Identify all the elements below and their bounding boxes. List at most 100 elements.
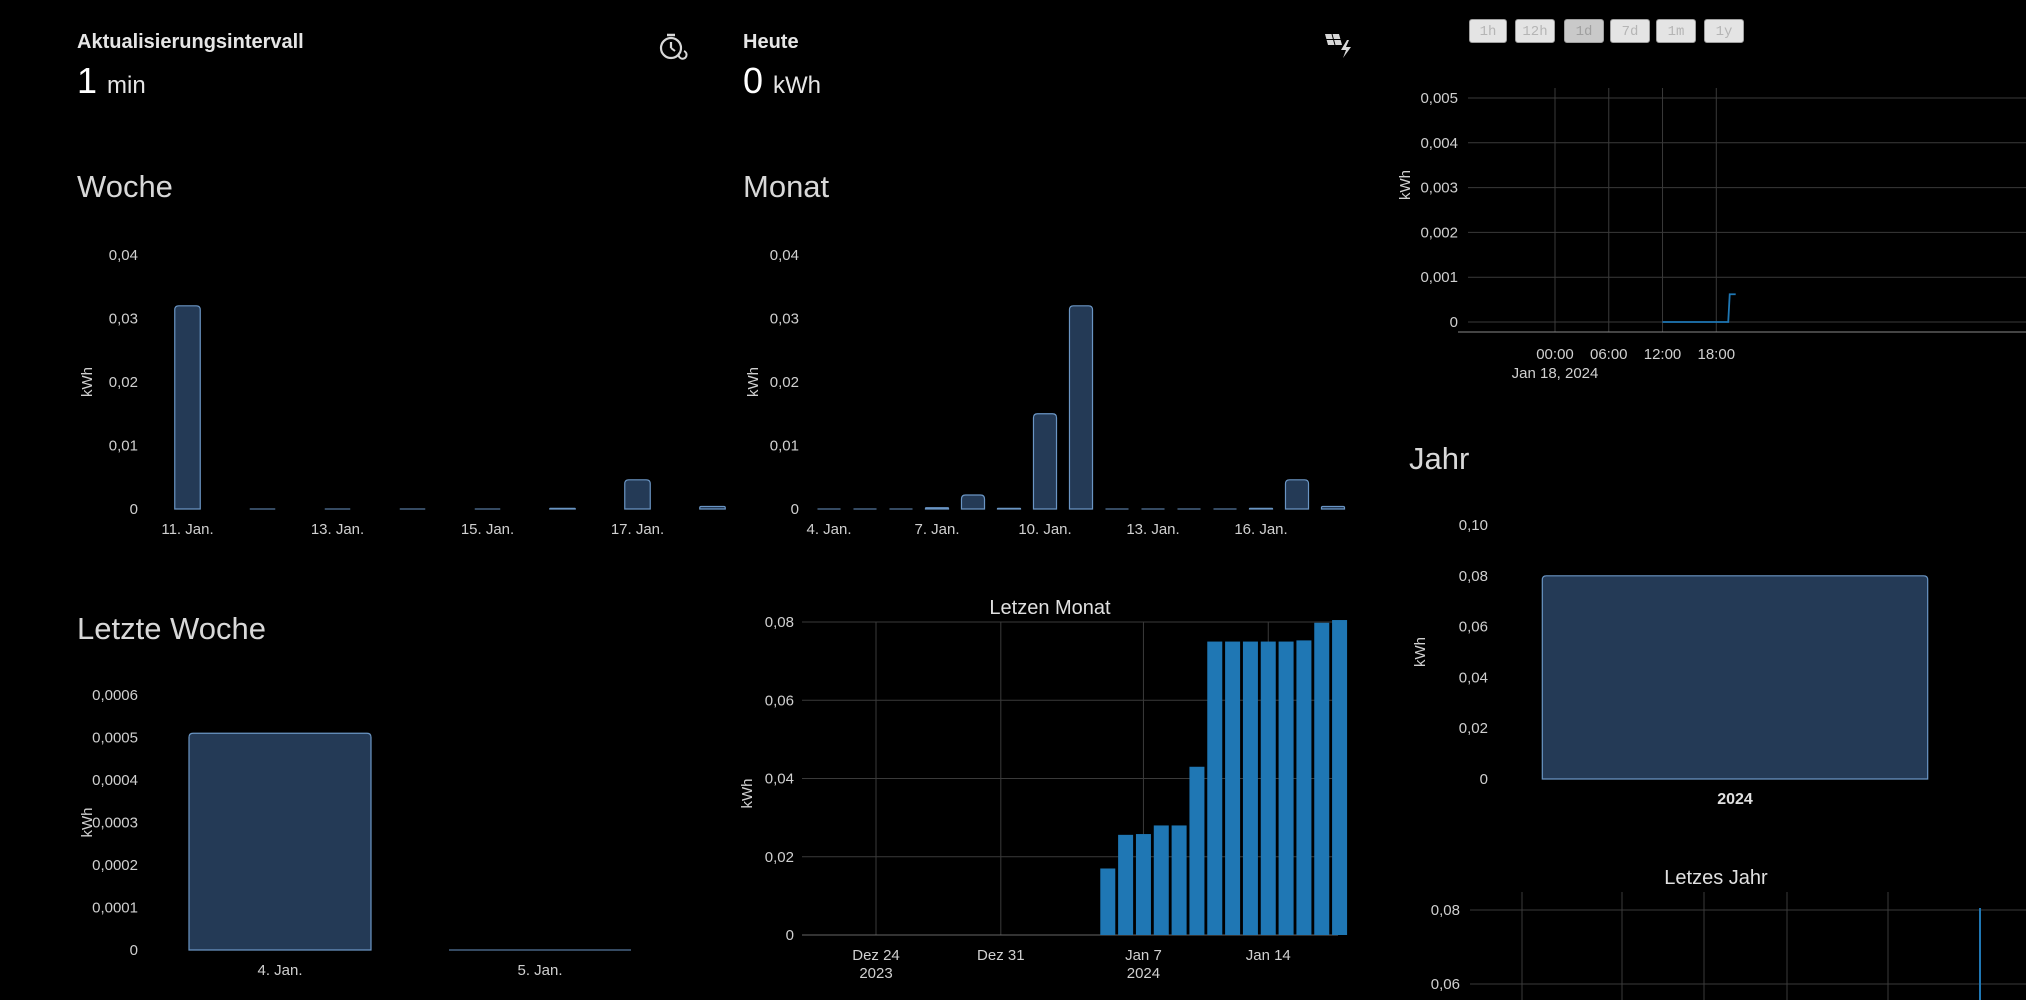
bar-jan-14 [1260,641,1276,935]
x-tick-label: 7. Jan. [914,521,959,538]
bar-2024 [1541,575,1929,780]
y-tick-label: 0,08 [1459,568,1488,585]
x-tick-label: 10. Jan. [1018,521,1071,538]
y-tick-label: 0,03 [770,311,799,328]
range-button-1y[interactable]: 1y [1704,19,1744,43]
range-button-1m[interactable]: 1m [1656,19,1696,43]
today-value-row: 0 kWh [743,60,821,102]
y-tick-label: 0,02 [765,849,794,866]
y-tick-label: 0,04 [109,247,138,264]
x-tick-label: 00:00 [1536,346,1574,363]
interval-unit: min [107,72,146,99]
y-tick-label: 0 [130,501,138,518]
x-tick-label: Dez 24 [852,947,900,964]
bar-jan-6 [1118,834,1134,935]
bar-11jan [174,305,201,510]
x-tick-label: 13. Jan. [1126,521,1179,538]
y-tick-label: 0 [1450,314,1458,331]
letzes-jahr-line-chart: Letzes Jahr 0,08 0,06 [1431,867,2026,1000]
x-tick-label: 12:00 [1644,346,1682,363]
y-tick-label: 0,01 [109,438,138,455]
x-year-label: 2023 [859,965,892,982]
y-tick-label: 0,08 [1431,902,1460,919]
y-tick-label: 0,02 [770,374,799,391]
jahr-bar-chart: 0 0,02 0,04 0,06 0,08 0,10 kWh 2024 [1412,517,1929,808]
card-title-monat: Monat [743,169,830,204]
y-tick-label: 0 [130,942,138,959]
y-tick-label: 0,06 [765,692,794,709]
x-tick-label: 16. Jan. [1234,521,1287,538]
bar-17jan [1284,479,1310,510]
y-axis-label: kWh [79,367,96,397]
y-tick-label: 0 [791,501,799,518]
bar-jan-10 [1189,766,1205,935]
energy-line [1662,293,1736,323]
y-tick-label: 0,002 [1420,224,1458,241]
bar-jan-7 [1135,834,1151,935]
range-button-7d[interactable]: 7d [1610,19,1650,43]
range-button-1h[interactable]: 1h [1469,19,1507,43]
y-tick-label: 0,0002 [92,857,138,874]
bar-jan-13 [1242,641,1258,935]
x-tick-label: Dez 31 [977,947,1025,964]
chart-title: Letzen Monat [989,597,1111,619]
y-axis-label: kWh [79,808,96,838]
x-tick-label: 2024 [1717,791,1753,808]
y-axis-label: kWh [1397,170,1414,200]
y-tick-label: 0,06 [1431,976,1460,993]
bar-4jan [188,732,372,951]
card-title-woche: Woche [77,169,173,204]
card-title-jahr: Jahr [1409,441,1470,476]
interval-value: 1 [77,60,98,101]
range-button-1d[interactable]: 1d [1564,19,1604,43]
bar-jan-12 [1225,641,1241,935]
y-tick-label: 0,01 [770,438,799,455]
timer-icon [657,31,688,61]
x-tick-label: Jan 7 [1125,947,1162,964]
plot-area [1468,88,2026,322]
bar-jan-18 [1332,620,1348,935]
y-axis-label: kWh [739,779,756,809]
bar-jan-9 [1171,825,1187,935]
y-tick-label: 0,0003 [92,815,138,832]
y-tick-label: 0,0006 [92,687,138,704]
interval-value-row: 1 min [77,60,146,102]
y-tick-label: 0 [1480,771,1488,788]
y-tick-label: 0,04 [770,247,799,264]
x-tick-label: 5. Jan. [517,962,562,979]
bar-10jan [1032,413,1058,510]
bar-jan-16 [1296,640,1312,935]
y-tick-label: 0,0004 [92,772,138,789]
y-tick-label: 0,02 [109,374,138,391]
today-value: 0 [743,60,764,101]
monat-bar-chart: 0 0,01 0,02 0,03 0,04 kWh 4. Jan. 7. Jan. 10. Ja… [745,247,1346,538]
bar-11jan [1068,305,1094,510]
x-tick-label: 17. Jan. [611,521,664,538]
solar-power-icon [1322,30,1354,60]
x-tick-label: 15. Jan. [461,521,514,538]
today-title: Heute [743,31,799,53]
bar-18jan [699,505,726,510]
y-axis-label: kWh [1412,637,1429,667]
range-button-12h[interactable]: 12h [1515,19,1555,43]
chart-title: Letzes Jahr [1664,867,1768,889]
y-tick-label: 0,10 [1459,517,1488,534]
x-tick-label: 4. Jan. [257,962,302,979]
y-tick-label: 0,04 [1459,669,1488,686]
y-tick-label: 0,003 [1420,180,1458,197]
tag-line-chart: 0 0,001 0,002 0,003 0,004 0,005 00:00 06:00 12:0… [1397,88,2026,382]
bar-16jan [549,507,576,510]
card-title-letzte-woche: Letzte Woche [77,611,266,646]
bar-jan-17 [1314,622,1330,935]
letzte-woche-bar-chart: 0 0,0001 0,0002 0,0003 0,0004 0,0005 0,0006 kWh… [79,687,631,979]
bar-jan-5 [1100,868,1116,935]
y-tick-label: 0,04 [765,771,794,788]
x-tick-label: 13. Jan. [311,521,364,538]
y-tick-label: 0,06 [1459,619,1488,636]
interval-title: Aktualisierungsintervall [77,31,304,53]
bar-18jan [1320,505,1346,510]
bar-jan-15 [1278,641,1294,935]
bar-jan-11 [1207,641,1223,935]
x-tick-label: 11. Jan. [161,521,213,538]
